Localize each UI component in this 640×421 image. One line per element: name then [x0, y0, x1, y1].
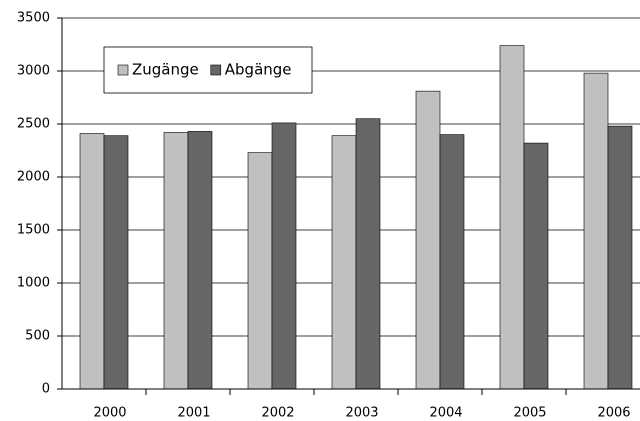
- x-tick-label: 2002: [261, 406, 294, 421]
- bar: [583, 72, 609, 390]
- bar: [103, 135, 129, 390]
- bar: [187, 131, 213, 390]
- legend-box: [103, 46, 313, 94]
- x-tick-label: 2000: [93, 406, 126, 421]
- bar: [499, 45, 525, 390]
- legend-swatch: [210, 64, 222, 76]
- bar: [331, 135, 357, 390]
- bar: [355, 118, 381, 390]
- x-tick-label: 2004: [429, 406, 462, 421]
- y-tick-label: 2500: [17, 117, 50, 132]
- x-tick-label: 2003: [345, 406, 378, 421]
- legend-swatch: [117, 64, 129, 76]
- bar: [607, 125, 633, 390]
- bar: [247, 152, 273, 390]
- y-tick-label: 0: [42, 382, 50, 397]
- bar: [523, 142, 549, 390]
- x-tick-label: 2005: [513, 406, 546, 421]
- bar: [271, 122, 297, 390]
- y-tick-label: 1000: [17, 276, 50, 291]
- bar: [415, 90, 441, 390]
- bar: [439, 134, 465, 390]
- x-tick-label: 2006: [597, 406, 630, 421]
- legend: Zugänge Abgänge: [103, 46, 313, 94]
- legend-label: Abgänge: [225, 61, 292, 79]
- bar: [163, 132, 189, 390]
- y-tick-label: 3500: [17, 11, 50, 26]
- y-tick-label: 500: [25, 329, 50, 344]
- y-tick-label: 3000: [17, 64, 50, 79]
- legend-label: Zugänge: [132, 61, 199, 79]
- y-tick-label: 1500: [17, 223, 50, 238]
- x-tick-label: 2001: [177, 406, 210, 421]
- y-tick-label: 2000: [17, 170, 50, 185]
- bar: [79, 133, 105, 390]
